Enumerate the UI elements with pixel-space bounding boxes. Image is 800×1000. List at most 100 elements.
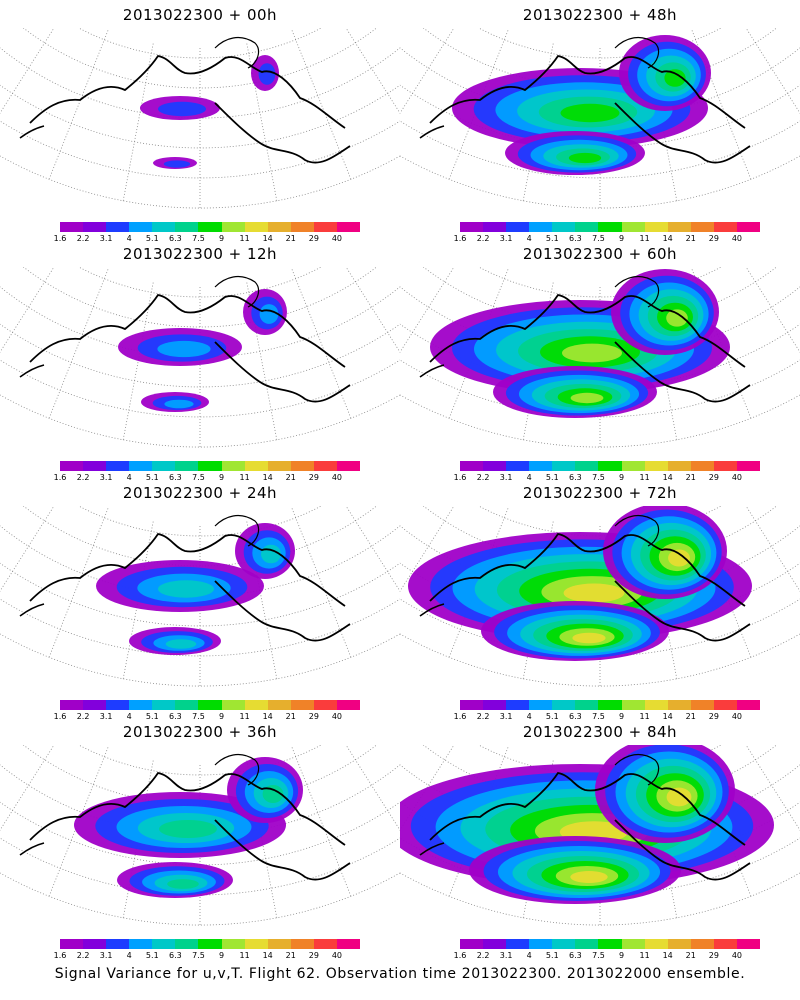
colorbar-swatch <box>83 939 107 949</box>
colorbar-swatch <box>129 939 153 949</box>
forecast-panel: 2013022300 + 24h 1.6 2.2 3.1 4 5.1 6.3 7.5 9 11 14… <box>0 478 400 723</box>
colorbar-swatch <box>244 222 268 232</box>
panel-title: 2013022300 + 36h <box>122 723 278 741</box>
colorbar-tick-label: 40 <box>731 234 743 243</box>
colorbar-swatch <box>267 461 291 471</box>
colorbar-swatch <box>152 939 176 949</box>
colorbar-swatch <box>106 222 130 232</box>
colorbar-tick-label: 11 <box>239 473 250 482</box>
colorbar-tick-label: 9 <box>218 712 225 721</box>
colorbar-tick-label: 1.6 <box>453 712 467 721</box>
latitude-circle <box>78 267 322 298</box>
colorbar-tick-label: 4 <box>526 712 532 721</box>
meridian-line <box>371 267 400 336</box>
meridian-line <box>371 506 400 575</box>
coastline <box>419 842 445 856</box>
colorbar-swatch <box>483 222 507 232</box>
colorbar-tick-label: 6.3 <box>169 234 182 243</box>
variance-contour <box>664 69 686 87</box>
colorbar-swatch <box>460 222 484 232</box>
colorbar-swatch <box>152 461 176 471</box>
forecast-panel: 2013022300 + 00h 1.6 2.2 3.1 4 5.1 6.3 7.5 9 11 14… <box>0 0 400 245</box>
colorbar-tick-label: 3.1 <box>499 473 513 482</box>
colorbar-swatch <box>621 700 645 710</box>
colorbar-tick-label: 7.5 <box>192 951 205 960</box>
latitude-circle <box>422 745 778 806</box>
colorbar-swatch <box>106 461 130 471</box>
meridian-line <box>771 28 800 97</box>
colorbar-tick-label: 7.5 <box>192 234 205 243</box>
colorbar-tick-label: 4 <box>526 951 532 960</box>
map-area <box>400 28 800 209</box>
colorbar-tick-label: 11 <box>639 473 650 482</box>
colorbar-swatch <box>106 700 130 710</box>
latitude-circle <box>22 267 378 328</box>
colorbar-swatch <box>552 461 576 471</box>
meridian-line <box>371 28 400 97</box>
colorbar <box>60 939 361 949</box>
forecast-panel: 2013022300 + 48h 1.6 2.2 3.1 4 5.1 6.3 7.5 9 11 14… <box>400 0 800 245</box>
coastline <box>429 55 746 129</box>
colorbar-swatch <box>690 461 714 471</box>
colorbar-tick-label: 1.6 <box>53 234 67 243</box>
colorbar-tick-label: 14 <box>662 951 673 960</box>
coastline <box>214 514 260 547</box>
colorbar-tick-label: 21 <box>685 712 696 721</box>
colorbar-tick-label: 6.3 <box>569 473 582 482</box>
colorbar-swatch <box>575 939 599 949</box>
colorbar-ticks: 1.6 2.2 3.1 4 5.1 6.3 7.5 9 11 14 21 29 40 <box>54 473 360 483</box>
variance-contour <box>157 340 211 358</box>
colorbar-swatch <box>644 222 668 232</box>
coastline <box>419 364 445 378</box>
colorbar-swatch <box>690 700 714 710</box>
coastline <box>214 819 351 881</box>
coastline <box>614 36 660 69</box>
colorbar-swatch <box>313 461 337 471</box>
colorbar-tick-label: 2.2 <box>76 712 90 721</box>
coastline <box>214 102 351 164</box>
colorbar-swatch <box>621 461 645 471</box>
colorbar-swatch <box>198 939 222 949</box>
colorbar-swatch <box>290 939 314 949</box>
colorbar-swatch <box>667 939 691 949</box>
colorbar-tick-label: 9 <box>218 951 225 960</box>
forecast-panel: 2013022300 + 60h 1.6 2.2 3.1 4 5.1 6.3 7.5 9 11 14… <box>400 239 800 484</box>
colorbar-tick-label: 2.2 <box>76 951 90 960</box>
colorbar-tick-label: 9 <box>618 473 625 482</box>
colorbar <box>460 461 761 471</box>
meridian-line <box>0 506 55 592</box>
colorbar-swatch <box>290 461 314 471</box>
colorbar-tick-label: 5.1 <box>545 234 559 243</box>
colorbar-swatch <box>506 939 530 949</box>
colorbar-tick-label: 5.1 <box>145 473 159 482</box>
colorbar-tick-label: 6.3 <box>569 234 582 243</box>
colorbar-tick-label: 2.2 <box>476 234 490 243</box>
colorbar-swatch <box>267 700 291 710</box>
latitude-circle <box>22 28 378 89</box>
colorbar-swatch <box>575 700 599 710</box>
colorbar-swatch <box>667 461 691 471</box>
colorbar-ticks: 1.6 2.2 3.1 4 5.1 6.3 7.5 9 11 14 21 29 40 <box>454 234 760 244</box>
panel-title: 2013022300 + 60h <box>522 245 678 263</box>
colorbar-swatch <box>198 700 222 710</box>
colorbar-tick-label: 21 <box>285 712 296 721</box>
colorbar-swatch <box>575 461 599 471</box>
variance-contour <box>262 785 284 803</box>
forecast-panel: 2013022300 + 72h 1.6 2.2 3.1 4 5.1 6.3 7.5 9 11 14… <box>400 478 800 723</box>
colorbar-swatch <box>529 939 553 949</box>
colorbar-tick-label: 29 <box>708 712 719 721</box>
colorbar-swatch <box>336 461 361 471</box>
colorbar-tick-label: 40 <box>731 473 743 482</box>
colorbar-tick-label: 40 <box>331 234 343 243</box>
colorbar-swatch <box>336 700 361 710</box>
map-area <box>0 267 400 448</box>
colorbar-tick-label: 6.3 <box>569 951 582 960</box>
colorbar-tick-label: 4 <box>126 712 132 721</box>
map-area <box>0 745 400 926</box>
variance-contour <box>165 639 197 649</box>
variance-contour <box>570 392 604 404</box>
colorbar-tick-label: 29 <box>708 473 719 482</box>
colorbar-tick-label: 9 <box>218 234 225 243</box>
colorbar-tick-label: 14 <box>262 951 273 960</box>
variance-contour <box>563 583 625 603</box>
